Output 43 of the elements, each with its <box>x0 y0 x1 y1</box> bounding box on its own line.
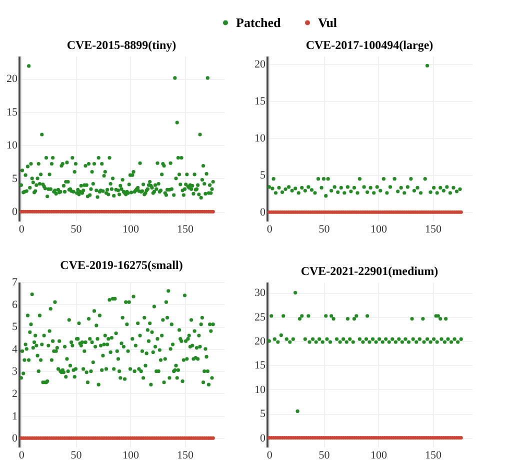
y-tick-label: 0 <box>260 432 266 444</box>
y-tick-label: 20 <box>6 73 18 86</box>
y-tick-label: 0 <box>12 206 18 218</box>
x-tick-label: 150 <box>424 450 442 462</box>
x-tick-label: 50 <box>318 450 330 462</box>
chart-title: CVE-2021-22901(medium) <box>300 264 438 278</box>
y-tick-label: 5 <box>12 321 18 334</box>
y-tick-label: 5 <box>260 170 266 182</box>
x-tick-label: 50 <box>70 224 82 236</box>
y-tick-label: 4 <box>12 343 18 356</box>
y-tick-label: 10 <box>6 140 18 152</box>
y-tick-label: 5 <box>12 172 18 185</box>
y-tick-label: 1 <box>12 410 18 422</box>
x-tick-label: 150 <box>176 224 194 236</box>
x-tick-label: 100 <box>370 450 388 462</box>
legend-label: Vul <box>318 14 338 30</box>
y-tick-label: 30 <box>254 287 266 300</box>
y-tick-label: 20 <box>254 336 266 348</box>
y-tick-label: 0 <box>12 432 18 445</box>
y-tick-label: 20 <box>254 58 266 71</box>
x-tick-label: 150 <box>176 450 194 462</box>
y-tick-label: 25 <box>254 311 266 324</box>
y-tick-label: 7 <box>12 276 18 288</box>
y-tick-label: 10 <box>254 384 266 396</box>
y-tick-label: 5 <box>260 408 266 420</box>
y-tick-label: 10 <box>254 132 266 145</box>
x-tick-label: 150 <box>424 224 442 236</box>
y-tick-label: 3 <box>12 366 18 378</box>
y-tick-label: 15 <box>254 360 266 372</box>
y-tick-label: 15 <box>254 96 266 108</box>
y-tick-label: 15 <box>6 106 18 118</box>
x-tick-label: 100 <box>370 224 388 236</box>
x-tick-label: 100 <box>122 450 140 462</box>
x-tick-label: 100 <box>122 224 140 236</box>
x-tick-label: 50 <box>318 224 330 236</box>
y-tick-label: 6 <box>12 298 18 311</box>
y-tick-label: 0 <box>260 206 266 219</box>
chart-title: CVE-2017-100494(large) <box>306 38 434 52</box>
x-tick-label: 50 <box>70 450 82 462</box>
y-tick-label: 2 <box>12 388 18 400</box>
legend-label: Patched <box>236 14 282 30</box>
chart-title: CVE-2015-8899(tiny) <box>66 38 176 52</box>
chart-title: CVE-2019-16275(small) <box>60 258 183 272</box>
